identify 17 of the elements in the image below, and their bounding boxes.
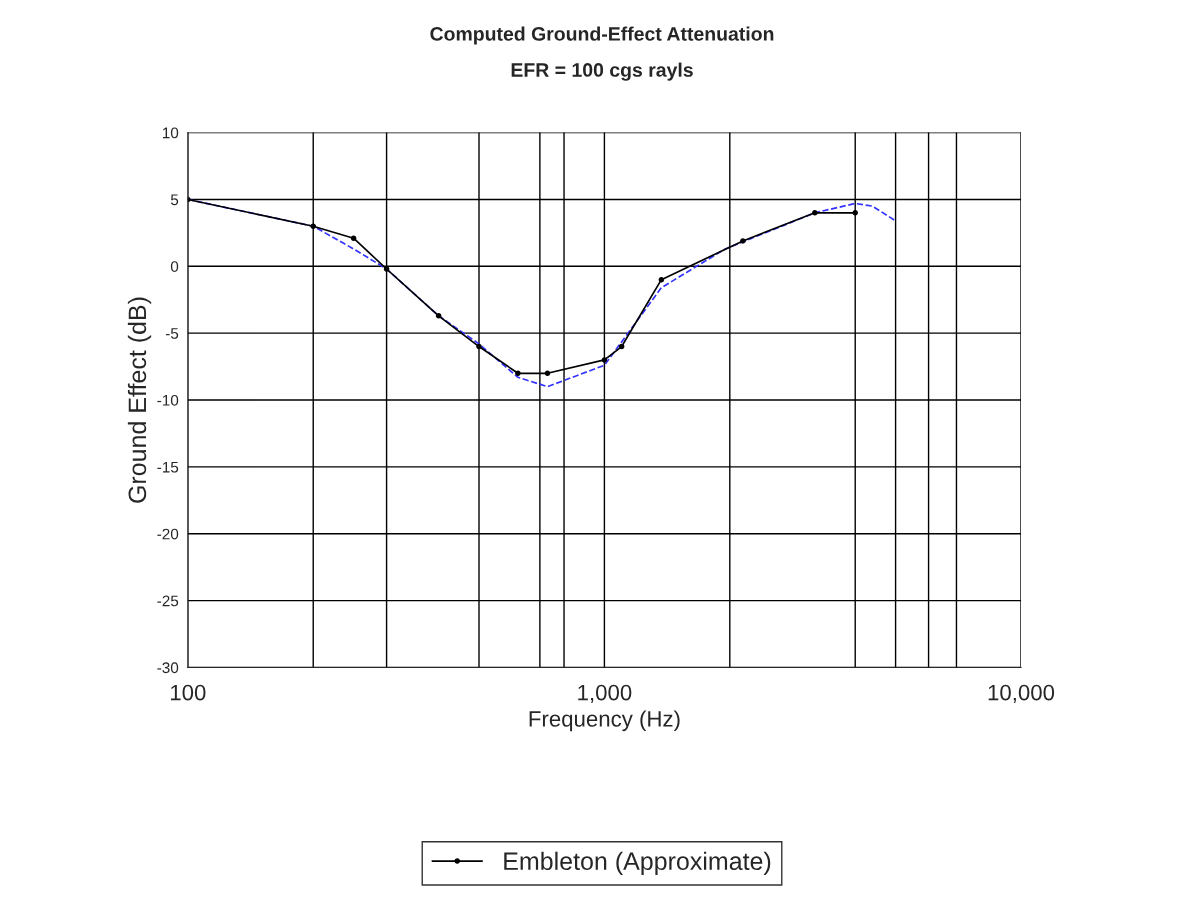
y-axis-title: Ground Effect (dB) — [127, 297, 152, 503]
y-tick-label: 5 — [170, 194, 179, 206]
y-tick-label: 0 — [170, 261, 179, 272]
x-tick-label: 100 — [170, 684, 206, 701]
y-tick-label: -25 — [157, 595, 179, 607]
y-tick-label: -15 — [157, 461, 179, 473]
y-tick-label: 10 — [162, 127, 179, 139]
x-tick-label: 10,000 — [988, 684, 1055, 704]
y-tick-label: -20 — [157, 528, 179, 540]
x-tick-label: 1,000 — [578, 684, 632, 704]
x-axis-title: Frequency (Hz) — [529, 710, 680, 732]
legend-label: Embleton (Approximate) — [504, 851, 771, 875]
chart-subtitle: EFR = 100 cgs rayls — [511, 62, 693, 81]
chart-title: Computed Ground-Effect Attenuation — [430, 26, 774, 45]
y-tick-label: -5 — [165, 328, 179, 339]
y-tick-label: -30 — [157, 662, 179, 674]
y-tick-label: -10 — [157, 394, 179, 406]
